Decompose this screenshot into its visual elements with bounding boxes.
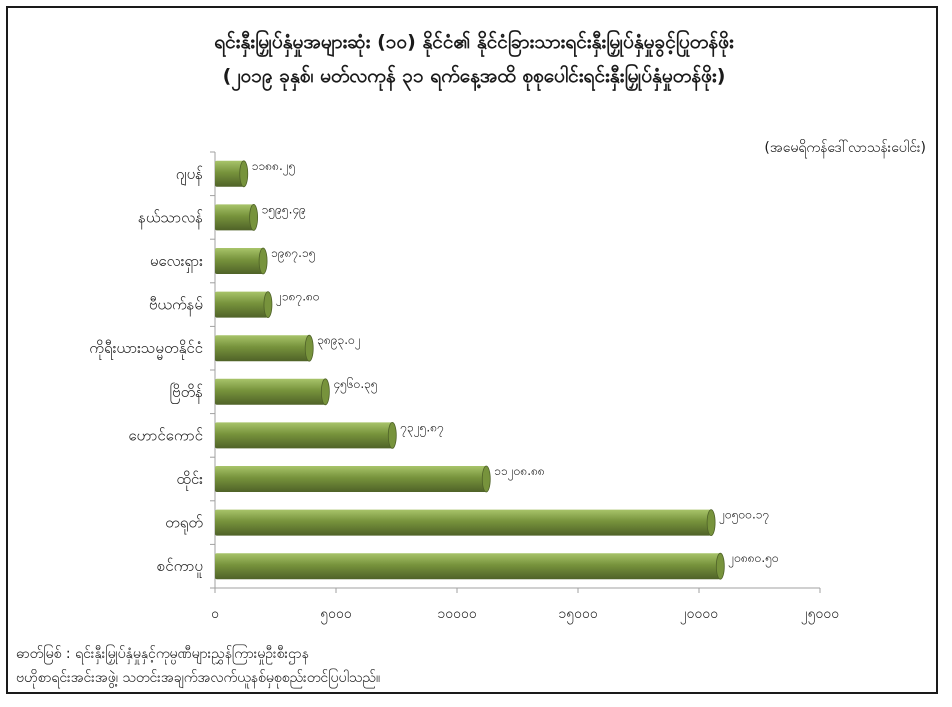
x-tick-label: ၁၀၀၀၀ [437, 606, 477, 622]
category-label: ကိုရီးယားသမ္မတနိုင်ငံ [89, 339, 203, 360]
bar-end-cap [706, 509, 716, 536]
bar [215, 291, 268, 318]
category-label: ထိုင်း [176, 470, 203, 491]
x-tick-label: ၂၅၀၀၀ [801, 606, 840, 624]
bar [215, 509, 712, 536]
data-label: ၂၁၈၇.၈၀ [276, 290, 320, 307]
bar-end-cap [249, 203, 259, 231]
bar-end-cap [258, 247, 268, 275]
category-label: ဟောင်ကောင် [128, 426, 203, 444]
data-label: ၇၃၂၅.၈၇ [400, 420, 444, 437]
bar-end-cap [481, 465, 491, 493]
category-label: ဗြိတိန် [170, 383, 203, 404]
data-label: ၁၁၈၈.၂၅ [252, 159, 296, 176]
chart-title: ရင်းနှီးမြှုပ်နှံမှုအများဆုံး (၁၀) နိုင်… [214, 31, 734, 53]
category-label: ဗီယက်နမ် [149, 296, 203, 317]
unit-label: (အမေရိကန်ဒေါ်လာသန်းပေါင်း) [764, 140, 926, 156]
data-label: ၁၉၈၇.၁၅ [271, 246, 315, 263]
category-label: စင်ကာပူ [157, 557, 203, 578]
data-label: ၂၀၈၈၀.၅၀ [728, 551, 778, 568]
bar-end-cap [239, 160, 249, 188]
bar-end-cap [715, 552, 725, 580]
data-label: ၂၀၅၀၀.၁၇ [719, 508, 769, 525]
bar [215, 466, 487, 492]
bar-end-cap [387, 421, 397, 449]
bar [215, 378, 326, 405]
bar-end-cap [320, 378, 330, 406]
chart-frame: ရင်းနှီးမြှုပ်နှံမှုအများဆုံး (၁၀) နိုင်… [6, 6, 938, 694]
data-label: ၁၁၂၀၈.၈၈ [494, 464, 545, 481]
category-label: ဂျပန် [176, 165, 203, 186]
category-label: နယ်သာလန် [138, 208, 203, 229]
bar-end-cap [304, 334, 314, 362]
data-label: ၁၅၉၅.၄၉ [262, 202, 306, 219]
bar-end-cap [263, 291, 273, 319]
chart-subtitle: (၂၀၁၉ ခုနှစ်၊ မတ်လကုန် ၃၁ ရက်နေ့အထိ စုစု… [222, 65, 726, 87]
bar [215, 160, 244, 187]
x-tick-label: ၅၀၀၀ [320, 606, 352, 624]
category-label: တရုတ် [165, 514, 203, 535]
category-label: မလေးရှား [150, 252, 203, 273]
source-note-line1: ဓာတ်မြစ် : ရင်းနှီးမြှုပ်နှံမှုနှင့်ကုမ္… [16, 646, 309, 662]
x-tick-label: ၂၀၀၀၀ [680, 606, 719, 624]
bar [215, 422, 393, 449]
x-tick-label: ၀ [211, 606, 219, 622]
bar [215, 553, 721, 580]
bar [215, 335, 310, 362]
x-tick-label: ၁၅၀၀၀ [558, 606, 598, 624]
source-note-line2: ဗဟိုစာရင်းအင်းအဖွဲ့၊ သတင်းအချက်အလက်ယူနစ်… [16, 670, 381, 686]
bar [215, 248, 264, 274]
data-label: ၄၅၆၀.၃၅ [333, 376, 377, 394]
bar [215, 204, 254, 231]
data-label: ၃၈၉၃.၀၂ [317, 333, 361, 350]
